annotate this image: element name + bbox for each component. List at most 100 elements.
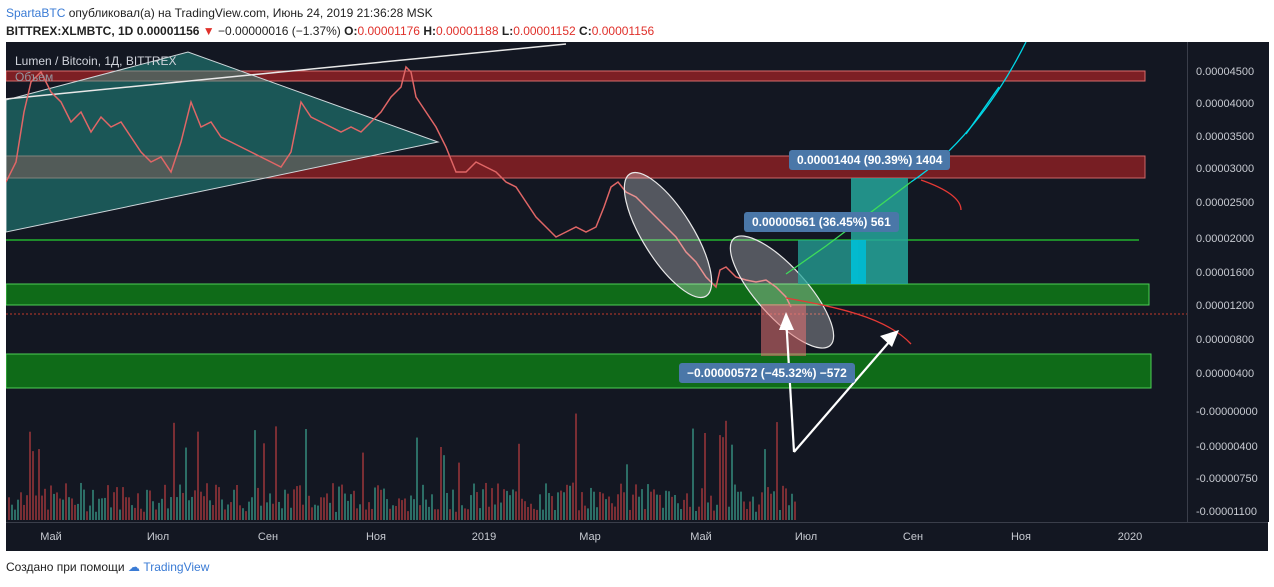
low-label: L: xyxy=(501,24,514,38)
author-link[interactable]: SpartaBTC xyxy=(6,6,66,20)
volume-bar xyxy=(617,494,619,520)
volume-bar xyxy=(482,489,484,520)
volume-bar xyxy=(635,484,637,520)
volume-bar xyxy=(236,484,238,520)
stop-label: −0.00000572 (−45.32%) −572 xyxy=(679,363,855,383)
volume-bar xyxy=(212,505,214,520)
volume-bar xyxy=(401,500,403,520)
volume-bar xyxy=(80,482,82,520)
volume-bar xyxy=(98,498,100,520)
volume-bar xyxy=(470,495,472,520)
volume-bar xyxy=(701,488,703,520)
price-change: −0.00000016 (−1.37%) xyxy=(218,24,341,38)
chart-canvas[interactable] xyxy=(6,42,1187,522)
volume-bar xyxy=(419,505,421,520)
tradingview-link[interactable]: TradingView xyxy=(143,560,210,574)
volume-bar xyxy=(20,492,22,520)
volume-bar xyxy=(440,446,442,520)
volume-title: Объем xyxy=(15,70,54,84)
chart-title: Lumen / Bitcoin, 1Д, BITTREX xyxy=(15,54,177,68)
chart-header: SpartaBTC опубликовал(а) на TradingView.… xyxy=(0,0,1274,42)
time-axis-tick: Сен xyxy=(902,531,924,543)
volume-bar xyxy=(407,511,409,520)
volume-bar xyxy=(140,508,142,520)
volume-bar xyxy=(623,492,625,520)
price-axis-tick: 0.00002000 xyxy=(1196,233,1255,245)
time-axis-tick: 2019 xyxy=(471,531,497,543)
chart-pane[interactable]: Lumen / Bitcoin, 1Д, BITTREX Объем 0.000… xyxy=(6,42,1187,522)
volume-bar xyxy=(44,488,46,520)
volume-bar xyxy=(146,489,148,520)
volume-bar xyxy=(590,487,592,520)
volume-bar xyxy=(563,492,565,520)
volume-bar xyxy=(56,492,58,520)
volume-bar xyxy=(632,494,634,520)
volume-bar xyxy=(119,509,121,520)
volume-bar xyxy=(599,491,601,520)
volume-bar xyxy=(272,503,274,520)
white-arrow-up xyxy=(793,333,897,453)
volume-bar xyxy=(320,497,322,520)
volume-bar xyxy=(209,500,211,520)
volume-bar xyxy=(368,502,370,520)
volume-bar xyxy=(656,494,658,520)
volume-bar xyxy=(665,490,667,520)
volume-bar xyxy=(389,508,391,520)
red-resistance-zone-top xyxy=(6,70,1146,82)
volume-bar xyxy=(647,484,649,520)
volume-bar xyxy=(356,508,358,520)
symbol-name: BITTREX:XLMBTC, 1D xyxy=(6,24,134,38)
volume-bar xyxy=(446,492,448,520)
target-box-inner xyxy=(851,240,866,284)
volume-bar xyxy=(314,504,316,520)
volume-bar xyxy=(743,501,745,520)
volume-bar xyxy=(587,508,589,520)
price-series xyxy=(6,65,792,308)
volume-bar xyxy=(629,509,631,520)
volume-bar xyxy=(509,495,511,520)
volume-bar xyxy=(275,426,277,520)
volume-bar xyxy=(659,494,661,520)
volume-bar xyxy=(137,493,139,520)
volume-bar xyxy=(116,487,118,520)
time-axis[interactable]: Май Июл Сен Ноя 2019 Мар Май Июл Сен Ноя 2020 xyxy=(6,522,1268,551)
price-axis-tick: 0.00001600 xyxy=(1196,267,1255,279)
volume-bar xyxy=(560,490,562,520)
volume-bar xyxy=(104,497,106,520)
volume-bar xyxy=(317,505,319,520)
volume-bar xyxy=(176,497,178,520)
volume-bar xyxy=(503,489,505,520)
volume-bar xyxy=(221,499,223,520)
price-axis-tick: -0.00000750 xyxy=(1196,473,1258,485)
volume-bar xyxy=(32,451,34,520)
volume-bar xyxy=(518,443,520,520)
volume-bar xyxy=(29,431,31,520)
volume-bar xyxy=(224,509,226,520)
volume-bar xyxy=(728,506,730,520)
volume-bar xyxy=(185,447,187,520)
volume-bar xyxy=(287,493,289,520)
high-value: 0.00001188 xyxy=(436,24,499,38)
volume-bar xyxy=(77,503,79,520)
volume-bar xyxy=(269,493,271,520)
volume-bar xyxy=(677,503,679,520)
volume-bar xyxy=(422,484,424,520)
volume-bar xyxy=(131,505,133,520)
volume-bar xyxy=(245,511,247,520)
price-axis-tick: 0.00004000 xyxy=(1196,98,1255,110)
volume-bar xyxy=(434,509,436,520)
volume-bar xyxy=(437,509,439,520)
volume-bar xyxy=(764,449,766,520)
price-axis[interactable]: 0.00004500 0.00004000 0.00003500 0.00003000… xyxy=(1187,42,1269,522)
volume-bar xyxy=(494,504,496,520)
volume-bar xyxy=(380,489,382,520)
volume-bar xyxy=(362,452,364,520)
price-axis-tick: 0.00003000 xyxy=(1196,163,1255,175)
volume-bar xyxy=(323,497,325,520)
volume-bar xyxy=(347,500,349,520)
time-axis-tick: Май xyxy=(690,531,712,543)
volume-bar xyxy=(233,489,235,520)
open-value: 0.00001176 xyxy=(357,24,420,38)
volume-bar xyxy=(566,484,568,520)
white-arrow-down xyxy=(784,316,796,453)
